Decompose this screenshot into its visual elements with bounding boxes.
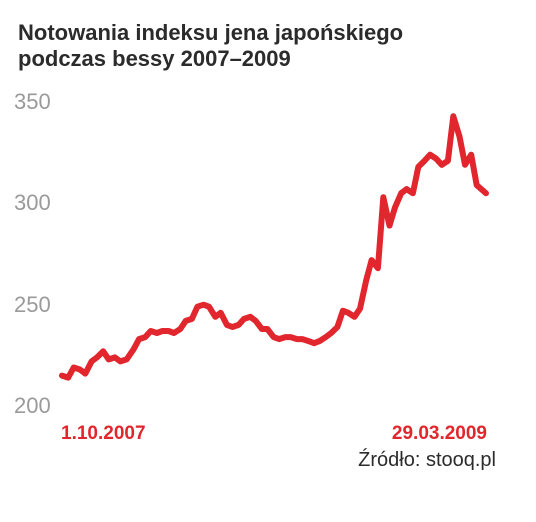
x-start-label: 1.10.2007 <box>61 423 146 444</box>
chart-title-line-1: Notowania indeksu jena japońskiego <box>18 20 404 45</box>
chart-title-line-2: podczas bessy 2007–2009 <box>18 46 291 71</box>
source-note: Źródło: stooq.pl <box>358 449 496 471</box>
x-end-label: 29.03.2009 <box>392 423 487 444</box>
y-tick-label: 200 <box>14 393 51 418</box>
y-tick-label: 250 <box>14 292 51 317</box>
y-axis-ticks: 350 300 250 200 <box>14 89 51 418</box>
series-line <box>59 113 489 381</box>
chart-title: Notowania indeksu jena japońskiego podcz… <box>18 20 518 72</box>
y-tick-label: 350 <box>14 89 51 114</box>
y-tick-label: 300 <box>14 190 51 215</box>
